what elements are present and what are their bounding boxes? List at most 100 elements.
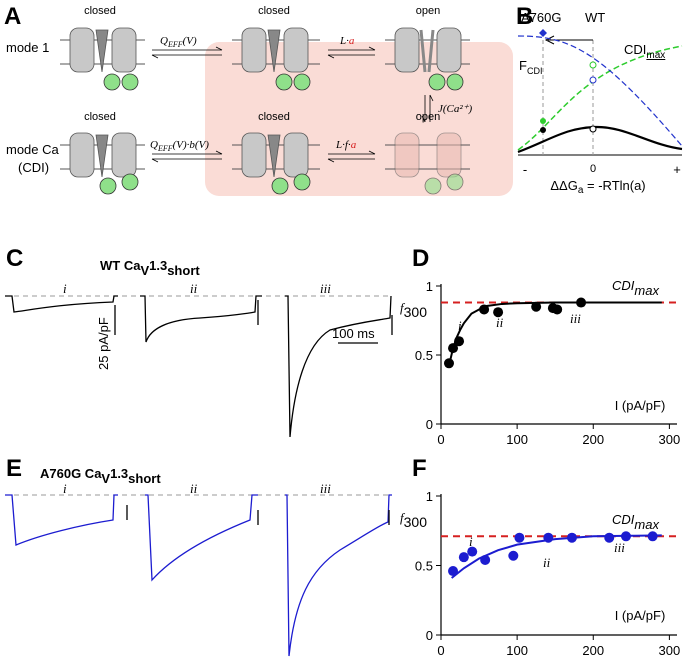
trace-title: A760G CaV1.3short xyxy=(40,466,161,486)
title-mid: 1.3 xyxy=(149,258,167,273)
x-tick-label: 300 xyxy=(659,432,681,447)
data-point xyxy=(531,301,542,312)
state-label: closed xyxy=(258,5,290,17)
sweep-label: i xyxy=(63,481,67,496)
sweep-label: iii xyxy=(320,281,331,296)
rate-main: L·f· xyxy=(335,139,351,151)
data-point xyxy=(620,531,631,542)
label-sub: 300 xyxy=(404,304,428,320)
label-post: = -RTln(a) xyxy=(583,178,645,193)
mode-label: (CDI) xyxy=(18,160,49,175)
title-sub: V xyxy=(140,263,149,278)
energy-plot xyxy=(517,29,683,156)
x-tick-label: + xyxy=(673,162,681,177)
x-axis-label: I (pA/pF) xyxy=(615,608,666,623)
arrows xyxy=(151,46,434,163)
x-tick-label: 100 xyxy=(506,643,528,658)
x-tick-label: 100 xyxy=(506,432,528,447)
data-point xyxy=(467,546,478,557)
data-point xyxy=(480,554,491,565)
sweep-label: ii xyxy=(190,281,198,296)
x-axis-label: ΔΔGa = -RTln(a) xyxy=(550,178,645,196)
rate-red: a xyxy=(349,35,355,47)
data-point xyxy=(508,550,519,561)
data-point xyxy=(543,532,554,543)
data-point xyxy=(514,532,525,543)
data-point xyxy=(479,304,490,315)
wt-label: WT xyxy=(585,10,605,25)
panel-label: E xyxy=(6,455,22,482)
y-axis-label: f300 xyxy=(400,300,427,320)
data-point xyxy=(604,532,615,543)
label-main: F xyxy=(519,58,527,73)
x-tick-label: 0 xyxy=(437,432,444,447)
channel-icons xyxy=(69,27,462,178)
point-label: iii xyxy=(614,540,625,555)
y-tick-label: 0 xyxy=(426,628,433,643)
point-label: i xyxy=(469,534,473,549)
label-main: CDI xyxy=(612,278,635,293)
rate-sub: EFF xyxy=(157,144,173,153)
title-sub: short xyxy=(128,471,161,486)
label-main: CDI xyxy=(612,512,635,527)
panel-label: B xyxy=(516,3,533,30)
sweep-label: iii xyxy=(320,481,331,496)
rate-rest: (V)·b(V) xyxy=(173,139,210,151)
x-axis-label: I (pA/pF) xyxy=(615,398,666,413)
x-tick-label: 200 xyxy=(582,432,604,447)
rate-rest: (V) xyxy=(183,35,197,47)
mode-label: mode Ca xyxy=(6,142,60,157)
y-tick-label: 0 xyxy=(426,417,433,432)
panel-label: D xyxy=(412,245,429,272)
data-point xyxy=(448,566,459,577)
rate-label: J(Ca²⁺) xyxy=(438,103,472,115)
label-sub: max xyxy=(634,517,659,532)
data-point xyxy=(448,343,459,354)
x-tick-label: 0 xyxy=(437,643,444,658)
title-sub: short xyxy=(167,263,200,278)
x-tick-label: 200 xyxy=(582,643,604,658)
point-label: ii xyxy=(496,315,504,330)
title-pre: WT Ca xyxy=(100,258,141,273)
state-label: closed xyxy=(84,5,116,17)
reference-label: CDImax xyxy=(612,278,659,298)
label-main: CDI xyxy=(624,42,646,57)
sweep-label: i xyxy=(63,281,67,296)
label-sub: max xyxy=(634,283,659,298)
x-tick-label: 0 xyxy=(590,163,596,175)
current-traces xyxy=(5,295,393,438)
rate-sub: EFF xyxy=(167,40,183,49)
panel-label: C xyxy=(6,245,23,272)
data-point xyxy=(443,358,454,369)
y-tick-label: 1 xyxy=(426,489,433,504)
data-point xyxy=(454,336,465,347)
scale-current: 25 pA/pF xyxy=(96,317,111,370)
data-point xyxy=(493,307,504,318)
y-tick-label: 1 xyxy=(426,279,433,294)
rate-label: L·a xyxy=(339,35,355,47)
point-label: iii xyxy=(570,311,581,326)
state-label: closed xyxy=(84,111,116,123)
trace-title: WT CaV1.3short xyxy=(100,258,200,278)
panel-label: F xyxy=(412,455,427,482)
rate-red: a xyxy=(351,139,357,151)
data-point xyxy=(576,297,587,308)
fcdi-label: FCDI xyxy=(519,58,542,76)
point-label: ii xyxy=(543,555,551,570)
data-point xyxy=(566,532,577,543)
data-point xyxy=(552,304,563,315)
label-sub: CDI xyxy=(527,66,543,76)
label-sub: max xyxy=(646,50,665,61)
data-point xyxy=(647,531,658,542)
mutant-label: A760G xyxy=(521,10,561,25)
label-main: f xyxy=(400,510,406,525)
label-main: f xyxy=(400,300,406,315)
rate-main: Q xyxy=(160,35,168,47)
rate-main: Q xyxy=(150,139,158,151)
cdimax-label: CDImax xyxy=(624,42,665,61)
scale-time: 100 ms xyxy=(332,326,375,341)
y-tick-label: 0.5 xyxy=(415,559,433,574)
rate-main: L· xyxy=(339,35,349,47)
calmodulin xyxy=(99,73,464,195)
